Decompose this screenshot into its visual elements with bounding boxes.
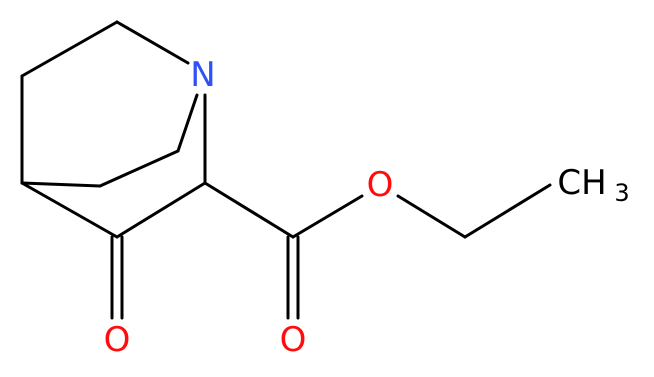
bond [396,194,467,239]
bond [20,181,102,188]
bond [98,149,180,188]
atom-subscript: 3 [614,179,629,207]
bond [463,183,552,239]
atom-label: O [280,320,307,360]
atom-label: O [367,165,394,205]
bond [176,93,199,153]
bond [115,20,190,65]
bond [20,181,119,239]
bond [115,181,207,239]
atom-label: CH [557,163,606,203]
bonds [20,20,552,320]
bond [20,20,119,78]
atom-label: N [190,55,215,95]
bond [203,181,295,239]
bond [291,194,364,239]
atom-label: O [104,320,131,360]
